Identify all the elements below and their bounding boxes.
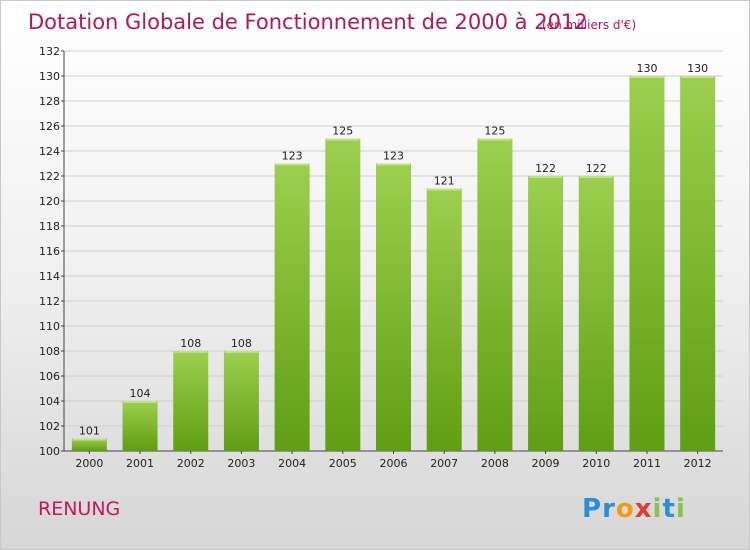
bar-2000 — [71, 438, 107, 451]
bar-highlight — [579, 176, 613, 178]
y-tick-label: 120 — [39, 195, 60, 208]
data-label-2004: 123 — [282, 150, 303, 163]
y-tick-label: 100 — [39, 445, 60, 458]
y-tick-label: 124 — [39, 145, 60, 158]
x-tick-label-2010: 2010 — [582, 457, 610, 470]
y-tick-label: 132 — [39, 45, 60, 58]
y-tick-label: 102 — [39, 420, 60, 433]
bar-highlight — [427, 188, 461, 191]
bar-2012 — [680, 76, 716, 451]
x-tick-label-2007: 2007 — [430, 457, 458, 470]
bar-2003 — [223, 351, 259, 451]
y-tick-label: 128 — [39, 95, 60, 108]
logo-letter: x — [635, 494, 653, 524]
bar-highlight — [224, 351, 258, 353]
data-label-2001: 104 — [130, 387, 151, 400]
y-tick-label: 106 — [39, 370, 60, 383]
logo-letter: r — [602, 494, 616, 524]
bar-highlight — [123, 401, 157, 403]
x-tick-label-2011: 2011 — [633, 457, 661, 470]
y-tick-label: 110 — [39, 320, 60, 333]
bar-2007 — [426, 188, 462, 451]
data-label-2009: 122 — [535, 162, 556, 175]
bar-highlight — [377, 163, 410, 166]
y-tick-label: 126 — [39, 120, 60, 133]
bar-2002 — [173, 351, 209, 451]
chart-subtitle: (en milliers d'€) — [542, 18, 636, 32]
y-tick-label: 122 — [39, 170, 60, 183]
y-tick-label: 114 — [39, 270, 60, 283]
bar-2001 — [122, 401, 158, 451]
bar-highlight — [529, 176, 563, 178]
proxiti-logo: Proxiti — [582, 494, 686, 524]
x-tick-label-2006: 2006 — [380, 457, 408, 470]
x-tick-label-2009: 2009 — [532, 457, 560, 470]
bar-highlight — [681, 76, 715, 78]
logo-letter: i — [676, 494, 686, 524]
x-tick-label-2008: 2008 — [481, 457, 509, 470]
data-label-2010: 122 — [586, 162, 607, 175]
data-label-2007: 121 — [434, 175, 455, 188]
bar-2010 — [578, 176, 614, 451]
data-label-2003: 108 — [231, 337, 252, 350]
bar-2011 — [629, 76, 665, 451]
x-tick-label-2005: 2005 — [329, 457, 357, 470]
x-tick-label-2001: 2001 — [126, 457, 154, 470]
x-tick-label-2000: 2000 — [75, 457, 103, 470]
data-label-2011: 130 — [636, 62, 657, 75]
axes: 100 102 104 106 108 110 112 114 116 118 120 122 124 1… — [39, 45, 723, 470]
y-tick-label: 108 — [39, 345, 60, 358]
bar-2006 — [376, 163, 411, 451]
data-labels: 101 104 108 108 123 125 123 121 125 122 122 130 130 — [79, 62, 708, 438]
x-tick-label-2004: 2004 — [278, 457, 306, 470]
y-tick-label: 104 — [39, 395, 60, 408]
data-label-2012: 130 — [687, 62, 708, 75]
bar-2008 — [477, 138, 513, 451]
logo-letter: i — [653, 494, 663, 524]
y-tick-label: 130 — [39, 70, 60, 83]
x-tick-label-2002: 2002 — [177, 457, 205, 470]
bar-highlight — [174, 351, 208, 353]
x-tick-label-2003: 2003 — [227, 457, 255, 470]
bar-highlight — [326, 138, 360, 141]
logo-letter: o — [616, 494, 635, 524]
commune-name: RENUNG — [38, 498, 120, 520]
bar-highlight — [72, 438, 106, 441]
x-tick-label-2012: 2012 — [684, 457, 712, 470]
logo-letter: t — [662, 494, 675, 524]
data-label-2008: 125 — [484, 125, 505, 138]
bar-2009 — [528, 176, 564, 451]
bar-2005 — [325, 138, 361, 451]
logo-letter: P — [582, 494, 602, 524]
bars — [71, 76, 716, 451]
data-label-2002: 108 — [180, 337, 201, 350]
bar-2004 — [274, 163, 310, 451]
y-tick-label: 116 — [39, 245, 60, 258]
data-label-2006: 123 — [383, 150, 404, 163]
y-tick-label: 112 — [39, 295, 60, 308]
data-label-2005: 125 — [332, 125, 353, 138]
data-label-2000: 101 — [79, 425, 100, 438]
bar-highlight — [630, 76, 664, 78]
bar-highlight — [275, 163, 309, 166]
y-tick-label: 118 — [39, 220, 60, 233]
chart-title: Dotation Globale de Fonctionnement de 20… — [28, 10, 588, 34]
bar-highlight — [478, 138, 512, 141]
